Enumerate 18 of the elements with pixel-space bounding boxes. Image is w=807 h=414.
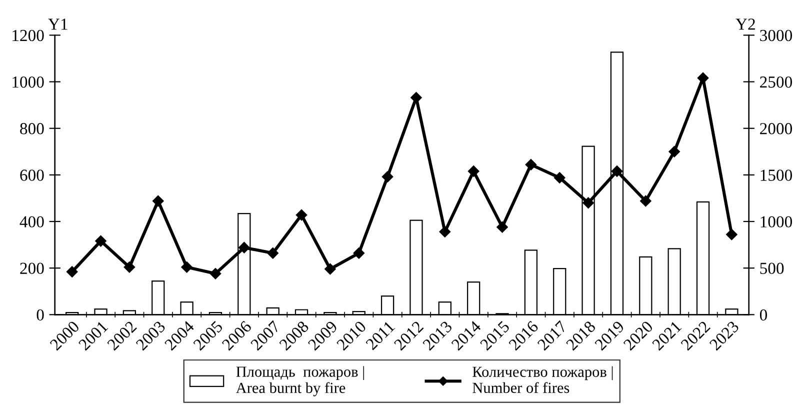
y2-tick-label: 500 <box>760 262 784 274</box>
y2-axis-title: Y2 <box>736 18 755 30</box>
legend-label: Площадь пожаров | Area burnt by fire <box>236 366 364 396</box>
y2-tick-label: 3000 <box>760 30 792 42</box>
y-tick-label: 1000 <box>12 76 44 88</box>
y2-tick-label: 0 <box>760 309 768 321</box>
y-tick-label: 400 <box>20 216 44 228</box>
y-axis-title: Y1 <box>48 18 68 30</box>
y-tick-label: 1200 <box>12 30 44 42</box>
y2-tick-label: 1000 <box>760 216 792 228</box>
legend-label: Количество пожаров | Number of fires <box>472 366 613 393</box>
y-tick-label: 600 <box>20 170 44 181</box>
y-tick-label: 0 <box>36 309 44 321</box>
y-tick-label: 200 <box>20 262 44 274</box>
y-tick-label: 800 <box>20 123 44 134</box>
y2-tick-label: 2000 <box>760 123 792 134</box>
y2-tick-label: 1500 <box>760 170 792 181</box>
y2-tick-label: 2500 <box>760 76 792 88</box>
